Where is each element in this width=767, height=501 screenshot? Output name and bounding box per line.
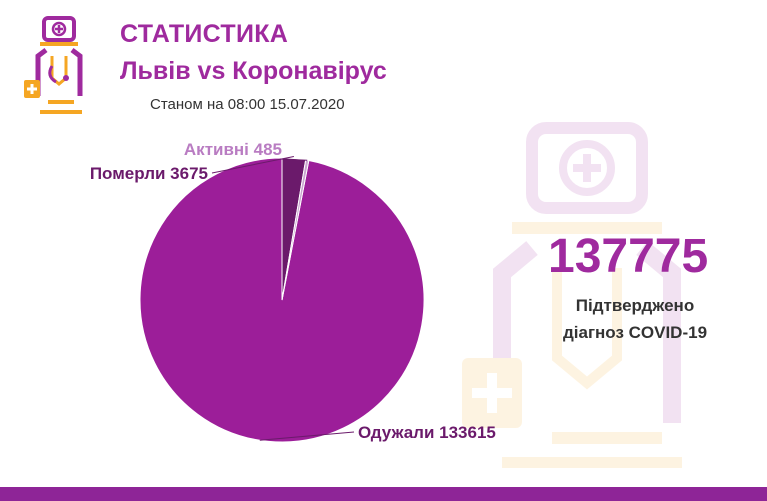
- total-confirmed-value: 137775: [548, 230, 709, 283]
- page-title: СТАТИСТИКА: [120, 20, 289, 48]
- caption-line-2: діагноз COVID-19: [562, 323, 708, 342]
- bottom-bar: [0, 487, 767, 501]
- date-line: Станом на 08:00 15.07.2020: [150, 96, 345, 113]
- total-confirmed-caption: Підтверджено діагноз COVID-19: [540, 292, 730, 346]
- pie-label: Померли 3675: [90, 164, 208, 183]
- caption-line-1: Підтверджено: [575, 296, 695, 315]
- page-subtitle: Львів vs Коронавірус: [120, 57, 387, 85]
- pie-leader-line: [259, 431, 355, 441]
- pie-label: Одужали 133615: [358, 423, 496, 442]
- pie-label: Активні 485: [184, 140, 282, 159]
- doctor-icon: [24, 16, 83, 114]
- pie-leader-line: [279, 158, 308, 161]
- doctor-watermark-icon: [462, 122, 682, 468]
